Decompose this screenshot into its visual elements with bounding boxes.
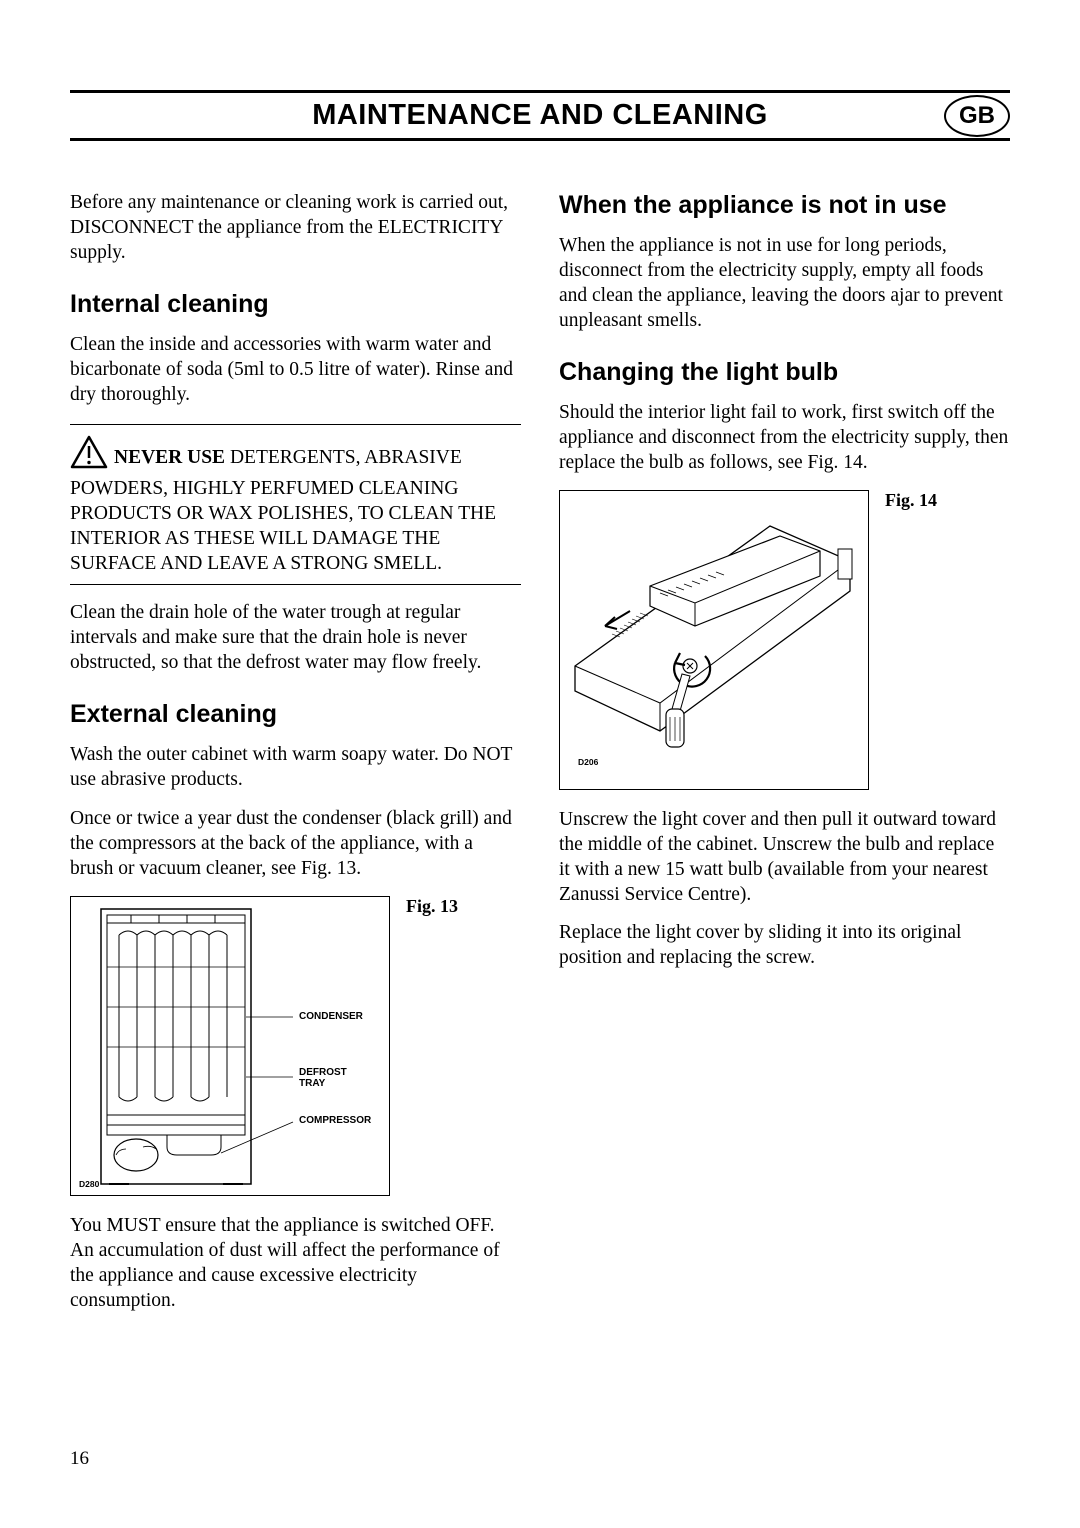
section-title: MAINTENANCE AND CLEANING [312, 99, 768, 132]
figure-14-wrap: D206 Fig. 14 [559, 490, 1010, 790]
internal-p1: Clean the inside and accessories with wa… [70, 333, 521, 408]
figure-14: D206 [559, 490, 869, 790]
fig13-label: Fig. 13 [406, 896, 458, 917]
external-p2: Once or twice a year dust the condenser … [70, 807, 521, 882]
bulb-heading: Changing the light bulb [559, 358, 1010, 387]
content-columns: Before any maintenance or cleaning work … [70, 191, 1010, 1328]
external-p3: You MUST ensure that the appliance is sw… [70, 1214, 521, 1314]
warning-icon [70, 435, 108, 477]
right-column: When the appliance is not in use When th… [559, 191, 1010, 1328]
internal-cleaning-heading: Internal cleaning [70, 290, 521, 319]
fig13-anno-condenser: CONDENSER [299, 1011, 363, 1022]
intro-paragraph: Before any maintenance or cleaning work … [70, 191, 521, 266]
notinuse-heading: When the appliance is not in use [559, 191, 1010, 220]
fig13-dcode: D280 [79, 1179, 99, 1189]
bulb-p1: Should the interior light fail to work, … [559, 401, 1010, 476]
fig13-anno-compressor: COMPRESSOR [299, 1115, 371, 1126]
internal-p2: Clean the drain hole of the water trough… [70, 601, 521, 676]
page-number: 16 [70, 1448, 89, 1470]
figure-13: CONDENSER DEFROST TRAY COMPRESSOR D280 [70, 896, 390, 1196]
language-badge: GB [944, 95, 1010, 137]
bulb-p2: Unscrew the light cover and then pull it… [559, 808, 1010, 908]
left-column: Before any maintenance or cleaning work … [70, 191, 521, 1328]
external-p1: Wash the outer cabinet with warm soapy w… [70, 743, 521, 793]
section-header: MAINTENANCE AND CLEANING GB [70, 90, 1010, 141]
fig13-anno-defrost: DEFROST TRAY [299, 1067, 347, 1089]
fig14-dcode: D206 [578, 757, 598, 767]
figure-13-wrap: CONDENSER DEFROST TRAY COMPRESSOR D280 F… [70, 896, 521, 1196]
bulb-p3: Replace the light cover by sliding it in… [559, 921, 1010, 971]
warning-prefix: NEVER USE [114, 447, 225, 468]
notinuse-p1: When the appliance is not in use for lon… [559, 234, 1010, 334]
warning-box: NEVER USE DETERGENTS, ABRASIVE POWDERS, … [70, 424, 521, 586]
external-cleaning-heading: External cleaning [70, 700, 521, 729]
fig14-label: Fig. 14 [885, 490, 937, 511]
